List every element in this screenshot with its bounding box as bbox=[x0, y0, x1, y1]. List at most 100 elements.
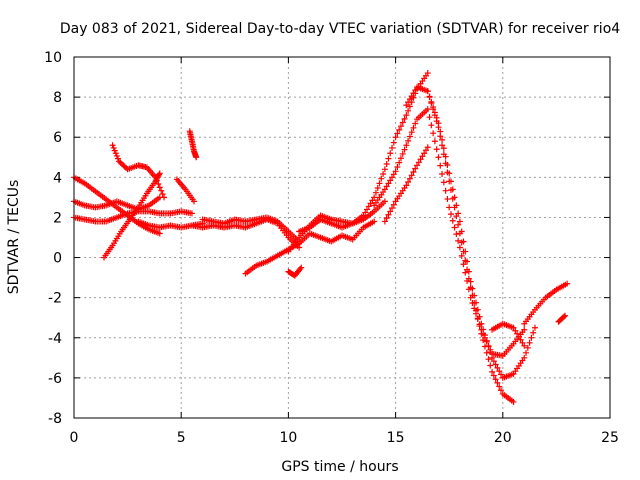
data-point bbox=[405, 99, 412, 106]
data-point bbox=[399, 119, 406, 126]
data-point bbox=[410, 168, 417, 175]
data-point bbox=[372, 189, 379, 196]
data-point bbox=[480, 337, 487, 344]
data-point bbox=[401, 115, 408, 122]
data-point bbox=[439, 142, 446, 149]
series-track-j bbox=[199, 214, 303, 245]
data-point bbox=[515, 333, 522, 340]
data-point bbox=[492, 361, 499, 368]
data-point bbox=[483, 349, 490, 356]
data-point bbox=[435, 120, 442, 127]
data-point bbox=[512, 327, 519, 334]
data-point bbox=[440, 179, 447, 186]
data-point bbox=[473, 299, 479, 306]
data-point bbox=[415, 159, 422, 166]
series-track-u bbox=[555, 312, 568, 325]
data-point bbox=[188, 210, 195, 217]
data-point bbox=[487, 362, 494, 369]
data-point bbox=[161, 194, 168, 201]
data-point bbox=[430, 104, 437, 111]
x-tick-label: 0 bbox=[70, 430, 79, 446]
data-point bbox=[422, 147, 429, 154]
data-point bbox=[498, 387, 505, 394]
data-point bbox=[494, 364, 501, 371]
data-point bbox=[387, 177, 394, 184]
data-point bbox=[396, 159, 403, 166]
data-point bbox=[442, 187, 449, 194]
data-point bbox=[462, 269, 469, 276]
data-point bbox=[371, 218, 378, 225]
data-point bbox=[109, 142, 116, 149]
data-point bbox=[397, 123, 404, 130]
data-point bbox=[394, 130, 401, 137]
data-point bbox=[433, 114, 440, 121]
data-point bbox=[478, 330, 485, 337]
data-point bbox=[442, 153, 449, 160]
data-point bbox=[523, 349, 530, 356]
data-point bbox=[424, 106, 431, 113]
data-point bbox=[455, 237, 462, 244]
data-point bbox=[455, 221, 462, 228]
data-point bbox=[153, 177, 160, 184]
data-point bbox=[110, 144, 117, 151]
series-track-n bbox=[285, 70, 431, 255]
data-point bbox=[408, 129, 415, 136]
data-point bbox=[364, 206, 371, 213]
data-point bbox=[156, 230, 163, 237]
data-point bbox=[530, 329, 537, 336]
data-point bbox=[453, 231, 460, 238]
data-point bbox=[403, 112, 410, 119]
data-point bbox=[437, 162, 444, 169]
data-point bbox=[424, 70, 431, 77]
data-point bbox=[426, 114, 433, 121]
data-point bbox=[385, 180, 392, 187]
data-point bbox=[485, 343, 492, 350]
y-tick-label: 8 bbox=[53, 90, 62, 106]
data-point bbox=[560, 313, 567, 320]
data-point bbox=[517, 336, 524, 343]
data-point bbox=[114, 155, 121, 162]
data-point bbox=[561, 312, 568, 319]
data-point bbox=[510, 324, 517, 331]
data-point bbox=[531, 324, 538, 331]
data-point bbox=[152, 174, 159, 181]
data-point bbox=[362, 209, 369, 216]
data-point bbox=[465, 268, 472, 275]
data-point bbox=[444, 196, 451, 203]
data-point bbox=[455, 210, 462, 217]
plot-frame bbox=[73, 56, 611, 419]
data-point bbox=[453, 202, 460, 209]
data-point bbox=[113, 152, 120, 159]
data-point bbox=[494, 379, 501, 386]
data-point bbox=[387, 208, 394, 215]
data-point bbox=[514, 330, 521, 337]
data-point bbox=[439, 170, 446, 177]
data-point bbox=[476, 313, 483, 320]
y-tick-label: 0 bbox=[53, 251, 62, 267]
y-tick-label: -8 bbox=[48, 411, 62, 427]
data-point bbox=[392, 134, 399, 141]
data-point bbox=[446, 170, 453, 177]
data-point bbox=[360, 212, 367, 219]
data-point bbox=[521, 342, 528, 349]
data-point bbox=[396, 126, 403, 133]
data-point bbox=[456, 244, 463, 251]
axis-ticks: 0 5 10 15 20 25 -8 -6 -4 -2 0 2 4 6 8 10 bbox=[44, 50, 619, 446]
data-point bbox=[401, 146, 408, 153]
series-track-r bbox=[424, 88, 538, 381]
data-point bbox=[374, 185, 381, 192]
data-point bbox=[492, 376, 499, 383]
data-point bbox=[428, 98, 435, 105]
data-point bbox=[389, 144, 396, 151]
data-point bbox=[371, 194, 378, 201]
series-track-g bbox=[173, 176, 198, 205]
data-point bbox=[156, 170, 163, 177]
data-point bbox=[381, 218, 388, 225]
x-tick-label: 25 bbox=[601, 430, 619, 446]
data-point bbox=[447, 178, 454, 185]
y-tick-label: 6 bbox=[53, 130, 62, 146]
data-point bbox=[483, 337, 490, 344]
data-point bbox=[456, 218, 463, 225]
data-point bbox=[449, 186, 456, 193]
data-points bbox=[71, 70, 571, 405]
